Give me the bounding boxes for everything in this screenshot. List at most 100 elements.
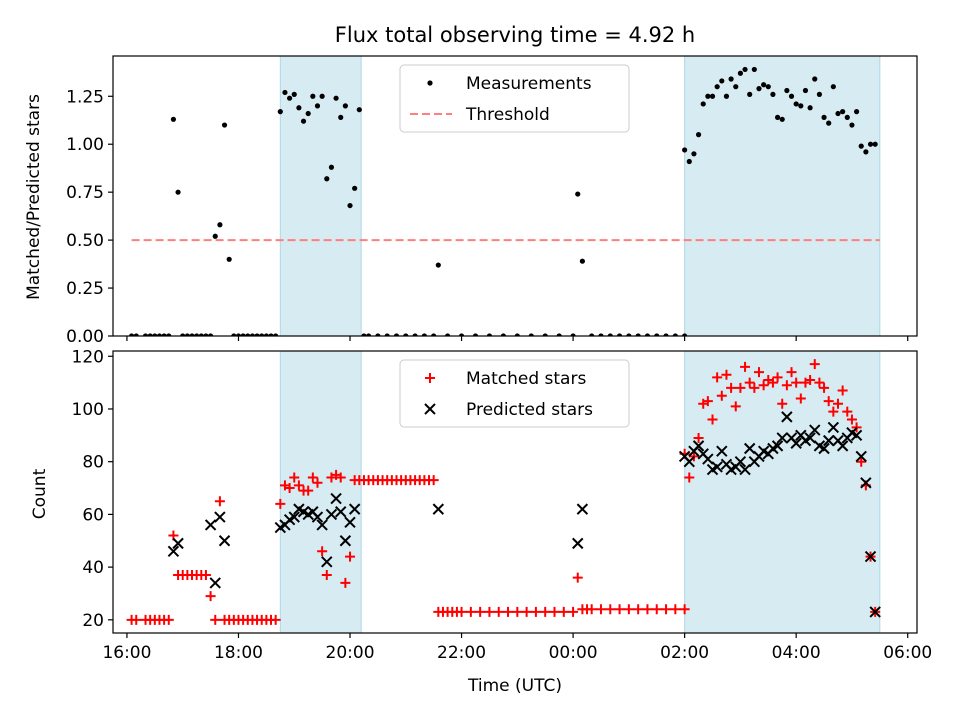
measurement-point <box>342 103 348 109</box>
predicted-star-point <box>716 445 728 457</box>
measurement-point <box>226 256 232 262</box>
measurement-point <box>607 333 613 336</box>
measurement-point <box>821 114 827 120</box>
measurement-point <box>338 114 344 120</box>
measurement-point <box>184 333 190 336</box>
bottom-y-tick-label: 80 <box>82 453 104 473</box>
measurement-point <box>528 333 534 336</box>
bottom-legend-box <box>399 359 630 428</box>
predicted-star-point <box>702 453 714 465</box>
measurement-point <box>268 333 274 336</box>
measurement-point <box>245 333 251 336</box>
measurement-point <box>166 333 172 336</box>
x-tick-label: 04:00 <box>772 643 821 663</box>
matched-star-point <box>210 614 221 625</box>
matched-star-point <box>819 382 830 393</box>
matched-star-point <box>568 606 579 617</box>
matched-star-point <box>456 606 467 617</box>
measurement-point <box>784 87 790 94</box>
chart-title: Flux total observing time = 4.92 h <box>335 23 695 47</box>
matched-star-point <box>340 577 351 588</box>
measurement-point <box>421 333 427 336</box>
bottom-plot-area <box>126 351 881 633</box>
measurement-point <box>296 105 302 111</box>
measurement-point <box>366 333 372 336</box>
matched-star-point <box>856 456 867 467</box>
measurement-point <box>180 333 186 336</box>
measurement-point <box>798 103 804 109</box>
legend-predicted-marker <box>424 403 436 415</box>
measurement-point <box>626 333 632 336</box>
measurement-point <box>709 93 716 99</box>
matched-star-point <box>307 472 318 483</box>
matched-star-point <box>832 398 843 409</box>
measurement-point <box>277 109 283 115</box>
measurement-point <box>384 333 390 336</box>
measurement-point <box>161 333 167 336</box>
measurement-point <box>830 84 836 90</box>
top-legend-box <box>399 64 630 133</box>
matched-star-point <box>758 380 769 391</box>
measurement-point <box>133 333 139 336</box>
measurement-point <box>287 95 293 101</box>
bottom-y-tick-label: 120 <box>72 347 104 367</box>
matched-star-point <box>614 604 625 615</box>
measurement-point <box>807 105 813 111</box>
measurement-point <box>765 84 771 90</box>
top-y-tick-label: 0.75 <box>66 183 104 203</box>
predicted-star-point <box>818 442 830 455</box>
measurement-point <box>412 333 418 336</box>
measurement-point <box>472 333 479 336</box>
matched-star-point <box>842 406 853 417</box>
predicted-star-point <box>204 519 217 531</box>
matched-star-point <box>345 551 356 562</box>
bottom-legend-label: Matched stars <box>466 369 586 389</box>
matched-star-point <box>586 604 597 615</box>
measurement-point <box>705 93 711 99</box>
bottom-observing-span <box>684 351 881 633</box>
predicted-star-point <box>836 440 849 452</box>
top-y-axis-label: Matched/Predicted stars <box>24 94 44 300</box>
predicted-star-point <box>809 424 821 436</box>
measurement-point <box>203 333 209 336</box>
measurement-point <box>575 191 581 197</box>
measurement-point <box>700 101 706 107</box>
matched-star-point <box>572 572 583 583</box>
x-tick-label: 06:00 <box>883 643 932 663</box>
bottom-y-tick-label: 40 <box>82 558 104 578</box>
predicted-star-point <box>214 511 226 523</box>
matched-star-point <box>777 398 788 409</box>
bottom-panel: 20 40 60 80 100 120 16:00 18:00 20:00 22:00 00:00 0… <box>72 347 933 663</box>
predicted-star-point <box>172 537 184 550</box>
matched-star-point <box>707 414 718 425</box>
measurement-point <box>356 107 362 113</box>
predicted-star-point <box>339 535 352 547</box>
measurement-point <box>872 141 878 147</box>
measurement-point <box>867 141 874 147</box>
measurement-point <box>221 122 228 128</box>
measurement-point <box>835 110 841 117</box>
measurement-point <box>175 189 181 195</box>
top-y-tick-label: 0.50 <box>66 231 104 251</box>
matched-star-point <box>335 472 346 483</box>
bottom-y-tick-label: 100 <box>72 400 104 420</box>
matched-star-point <box>684 472 695 483</box>
measurement-point <box>542 333 548 336</box>
matched-star-point <box>786 367 797 378</box>
x-tick-label: 02:00 <box>660 643 709 663</box>
measurement-point <box>779 116 785 122</box>
matched-star-point <box>693 432 704 443</box>
measurement-point <box>189 333 195 336</box>
measurement-point <box>263 333 269 336</box>
matched-star-point <box>428 475 439 486</box>
matched-star-point <box>540 606 551 617</box>
predicted-star-point <box>739 463 751 476</box>
bottom-legend: Matched stars Predicted stars <box>399 359 630 428</box>
top-observing-span <box>279 56 362 336</box>
legend-matched-marker <box>425 373 435 383</box>
matched-star-point <box>828 406 839 417</box>
measurement-point <box>695 132 702 138</box>
measurement-point <box>654 333 660 336</box>
matched-star-point <box>772 372 783 383</box>
predicted-star-point <box>734 455 747 468</box>
